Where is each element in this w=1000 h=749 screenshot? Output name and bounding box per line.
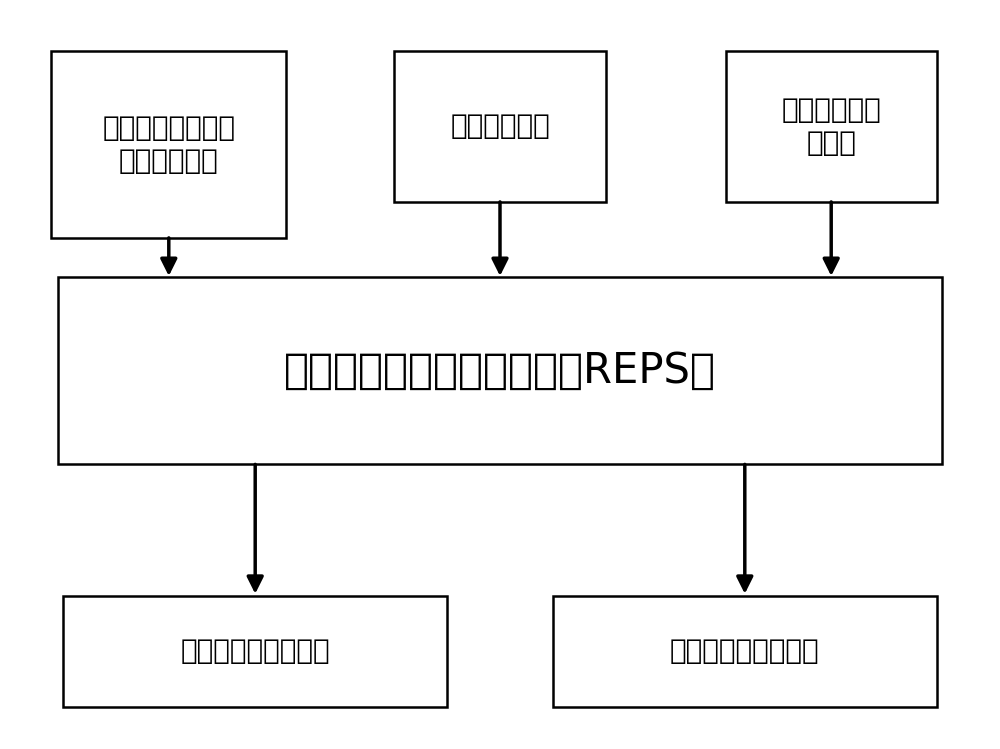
Bar — [553, 595, 937, 707]
Text: 新能源生产模拟仿真平台（REPS）: 新能源生产模拟仿真平台（REPS） — [284, 350, 716, 392]
Bar — [58, 277, 942, 464]
Bar — [394, 51, 606, 202]
Bar — [63, 595, 447, 707]
Text: 新能源发电接纳能
力计算用数据: 新能源发电接纳能 力计算用数据 — [102, 114, 235, 175]
Bar — [51, 51, 286, 238]
Bar — [726, 51, 937, 202]
Text: 电网网架约束: 电网网架约束 — [450, 112, 550, 140]
Text: 新能源发电功
率预测: 新能源发电功 率预测 — [781, 96, 881, 157]
Text: 全网新能源受限电量: 全网新能源受限电量 — [670, 637, 820, 665]
Text: 全网新能源接纳电量: 全网新能源接纳电量 — [180, 637, 330, 665]
